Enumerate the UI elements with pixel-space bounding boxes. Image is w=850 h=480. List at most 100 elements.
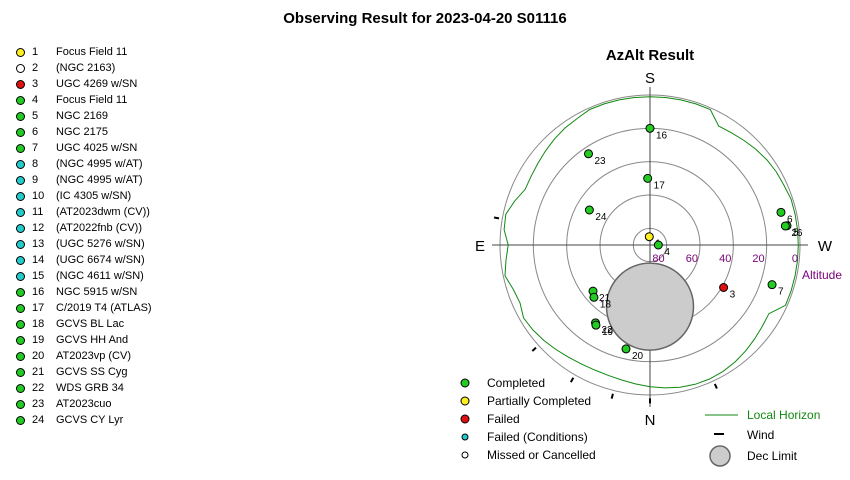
status-dot-icon [16,95,25,105]
dec-limit-legend-label: Dec Limit [747,449,798,463]
target-name: (AT2022fnb (CV)) [56,222,142,234]
target-point [584,205,594,215]
target-point-label: 23 [594,156,606,167]
local-horizon [493,96,799,404]
status-dot-icon [16,287,25,297]
target-number: 6 [32,126,39,138]
target-point-label: 16 [656,130,668,141]
target-number: 11 [32,206,44,218]
target-name: NGC 5915 w/SN [56,286,138,298]
target-point-label: 6 [787,214,793,225]
target-point-label: 3 [730,290,736,301]
overlay-legend: Local Horizon Wind Dec Limit [705,408,820,467]
wind-tick [531,346,537,352]
target-name: C/2019 T4 (ATLAS) [56,302,152,314]
target-point [776,207,786,217]
target-list-item: 19 GCVS HH And [16,332,152,348]
target-number: 18 [32,318,45,330]
target-list-item: 8 (NGC 4995 w/AT) [16,156,152,172]
status-dot-icon [16,399,25,409]
target-points: 14375626161723242118221920 [583,123,803,362]
target-name: (IC 4305 w/SN) [56,190,132,202]
target-point-label: 22 [602,325,614,336]
status-dot-icon [16,367,25,377]
target-point [653,240,663,250]
status-dot-icon [16,351,25,361]
target-point [583,149,593,159]
target-list-item: 20 AT2023vp (CV) [16,348,152,364]
altitude-axis-label: Altitude [802,268,842,282]
target-list-item: 22 WDS GRB 34 [16,380,152,396]
target-number: 4 [32,94,39,106]
horizon-line [503,96,799,389]
target-number: 3 [32,78,39,90]
page-title: Observing Result for 2023-04-20 S01116 [283,10,567,27]
target-number: 16 [32,286,45,298]
target-number: 7 [32,142,39,154]
legend-label: Partially Completed [487,394,591,408]
direction-north: N [645,412,656,429]
target-name: (UGC 6674 w/SN) [56,254,145,266]
target-name: UGC 4025 w/SN [56,142,138,154]
target-list-item: 11 (AT2023dwm (CV)) [16,204,152,220]
target-point [643,173,653,183]
legend-marker-icon [460,378,470,388]
target-name: GCVS CY Lyr [56,414,124,426]
status-dot-icon [16,47,25,57]
legend-marker-icon [461,433,469,441]
target-number: 13 [32,238,45,250]
target-point-label: 17 [654,180,666,191]
status-dot-icon [16,127,25,137]
target-number: 8 [32,158,39,170]
horizon-legend-label: Local Horizon [747,408,820,422]
altitude-tick-label: 80 [652,253,664,265]
target-name: Focus Field 11 [56,46,128,58]
target-list-item: 21 GCVS SS Cyg [16,364,152,380]
target-name: (UGC 5276 w/SN) [56,238,145,250]
wind-tick [610,393,614,399]
target-point-label: 7 [778,287,784,298]
target-point-label: 21 [599,293,611,304]
target-number: 17 [32,302,45,314]
status-dot-icon [16,415,25,425]
target-list-item: 7 UGC 4025 w/SN [16,140,152,156]
status-dot-icon [16,175,25,185]
altitude-tick-label: 40 [719,253,731,265]
target-point-label: 4 [664,247,670,258]
target-list-item: 2 (NGC 2163) [16,60,152,76]
target-name: GCVS SS Cyg [56,366,128,378]
legend-marker-icon [460,396,470,406]
target-name: WDS GRB 34 [56,382,124,394]
target-number: 9 [32,174,39,186]
target-point-label: 19 [602,327,614,338]
target-point-label: 5 [793,228,799,239]
target-number: 20 [32,350,45,362]
target-name: (NGC 4995 w/AT) [56,158,143,170]
target-name: GCVS HH And [56,334,129,346]
target-number: 2 [32,62,39,74]
target-name: (NGC 4995 w/AT) [56,174,143,186]
target-list-item: 16 NGC 5915 w/SN [16,284,152,300]
status-dot-icon [16,191,25,201]
status-dot-icon [16,239,25,249]
status-dot-icon [16,383,25,393]
status-dot-icon [16,63,25,73]
status-dot-icon [16,335,25,345]
direction-west: W [818,238,833,255]
target-point-label: 24 [595,212,607,223]
target-point [591,320,601,330]
altitude-tick-label: 60 [686,253,698,265]
target-list-item: 5 NGC 2169 [16,108,152,124]
target-list-item: 3 UGC 4269 w/SN [16,76,152,92]
direction-labels: S N E W [475,70,833,429]
target-number: 15 [32,270,45,282]
target-list-item: 24 GCVS CY Lyr [16,412,152,428]
target-list-item: 6 NGC 2175 [16,124,152,140]
direction-south: S [645,70,655,87]
target-name: (NGC 4611 w/SN) [56,270,144,282]
target-point-label: 18 [600,299,612,310]
target-name: (NGC 2163) [56,62,116,74]
target-number: 19 [32,334,45,346]
target-list-item: 14 (UGC 6674 w/SN) [16,252,152,268]
